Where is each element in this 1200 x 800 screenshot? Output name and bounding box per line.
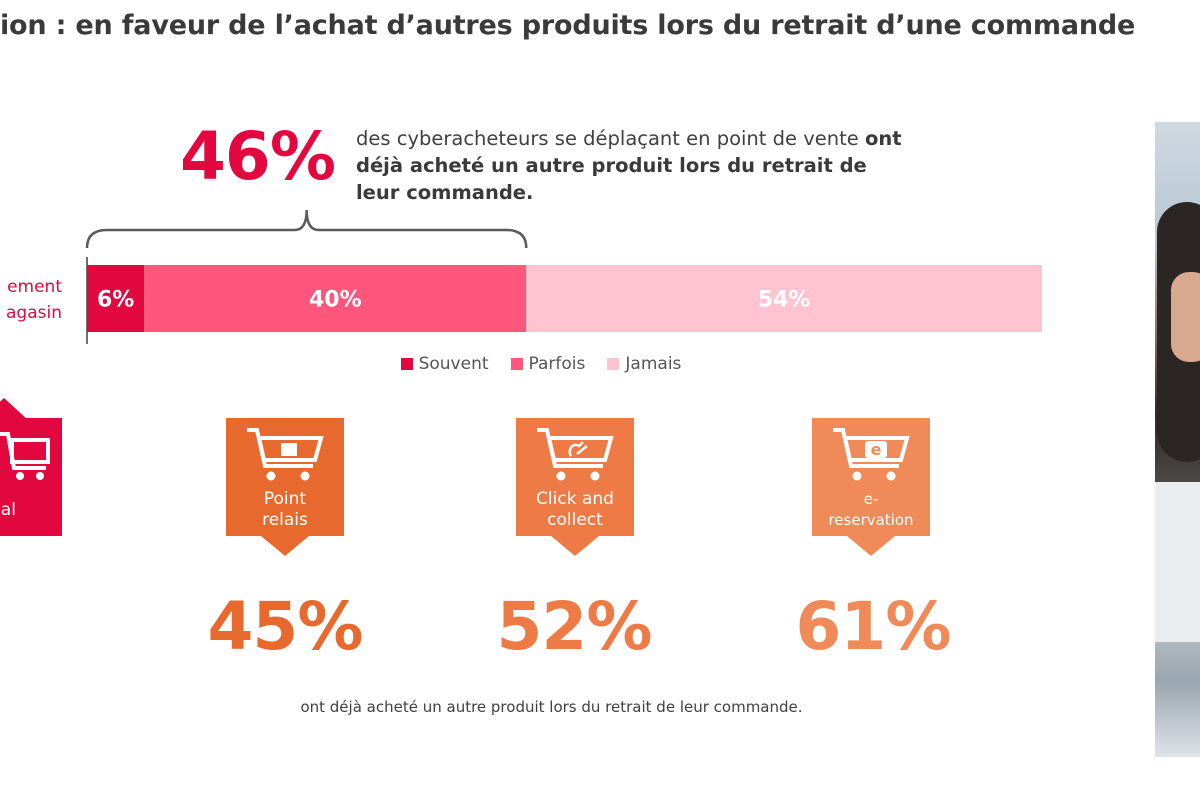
bottom-note: ont déjà acheté un autre produit lors du… [300,698,803,716]
data-label-jamais: 54% [758,288,811,313]
bar-segment-parfois [144,265,527,332]
percent-click-collect: 52% [496,588,653,665]
stacked-bar-chart: 6% 40% 54% [85,209,1042,344]
legend-swatch-parfois [510,358,523,370]
svg-text:e: e [871,440,882,459]
badge-e-reservation-line2: reservation [828,511,914,529]
bar-row-label-line2: agasin [6,303,62,323]
legend-label-parfois: Parfois [528,354,586,374]
percent-e-reservation: 61% [795,588,952,665]
bar-row-label-line1: ement [7,277,62,297]
badge-point-relais-line1: Point [263,489,307,509]
headline-text-regular: des cyberacheteurs se déplaçant en point… [356,127,865,150]
bar-segment-souvent [87,265,145,332]
cart-with-e-icon: e [833,428,910,481]
legend-label-jamais: Jamais [625,354,682,374]
bar-segment-jamais [526,265,1042,332]
shopping-cart-icon [0,432,50,480]
badge-e-reservation-line1: e- [863,490,879,508]
badge-global-label: bal [0,500,16,520]
photo-woman-shopping [1155,122,1200,757]
legend-item-jamais: Jamais [607,354,681,374]
badge-click-collect-pointer [551,536,599,556]
headline-text: des cyberacheteurs se déplaçant en point… [356,125,916,206]
legend-item-parfois: Parfois [510,354,586,374]
cart-with-hand-icon [537,428,614,481]
photo-face [1171,272,1200,362]
badge-click-collect-line2: collect [547,510,603,530]
legend-swatch-jamais [607,358,620,370]
percent-point-relais: 45% [207,588,364,665]
chart-legend: Souvent Parfois Jamais [0,354,1082,374]
bracket-46-percent [85,209,528,249]
cart-with-box-icon [247,428,324,481]
badge-point-relais-line2: relais [262,510,308,530]
legend-item-souvent: Souvent [400,354,489,374]
badge-e-reservation-box: e e- reservation [812,418,930,536]
photo-shirt [1155,482,1200,642]
legend-swatch-souvent [400,358,413,370]
badge-click-collect-box: Click and collect [516,418,634,536]
headline-percentage: 46% [180,118,336,195]
badge-global-pointer [0,398,28,420]
badge-global-box: bal [0,418,62,536]
badge-point-relais-box: Point relais [226,418,344,536]
badge-click-collect-line1: Click and [536,489,614,509]
page-title: ion : en faveur de l’achat d’autres prod… [0,10,1136,41]
bar-row-label: ement agasin [0,274,62,326]
headline-text-bold: ont déjà acheté un autre produit lors du… [356,127,902,204]
data-label-souvent: 6% [97,288,134,313]
data-label-parfois: 40% [309,288,362,313]
badge-point-relais-pointer [261,536,309,556]
badge-e-reservation-pointer [847,536,895,556]
legend-label-souvent: Souvent [418,354,489,374]
